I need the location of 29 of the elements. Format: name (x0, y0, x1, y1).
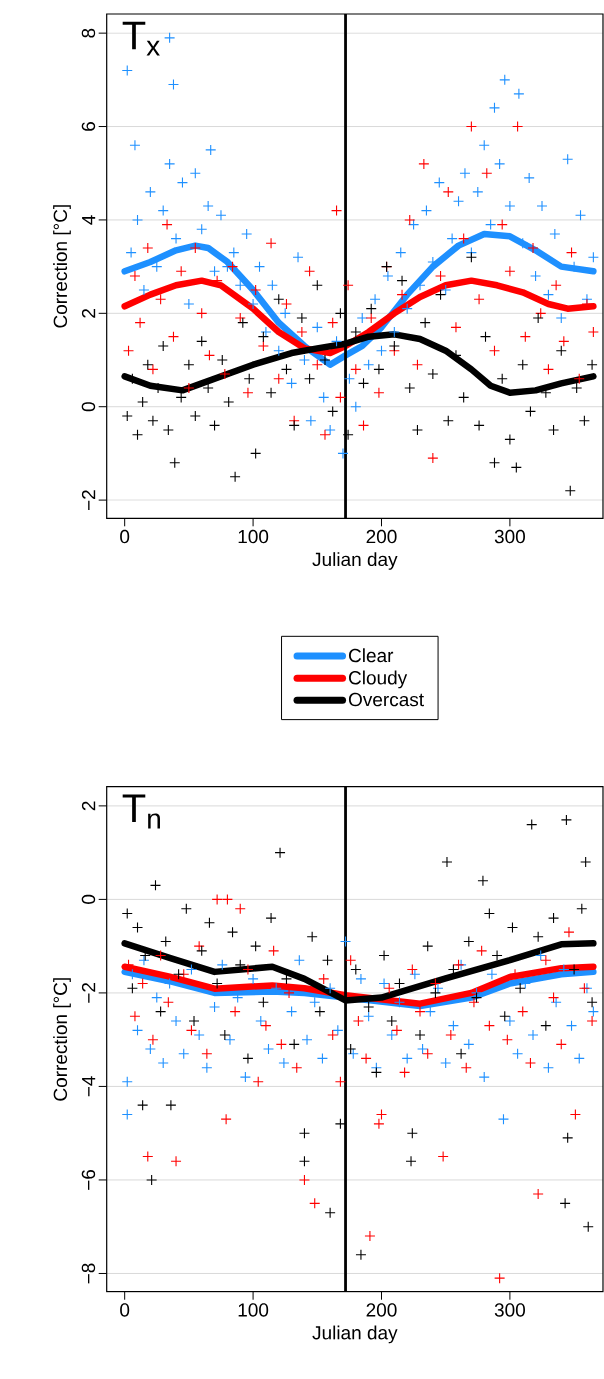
y-tick-label: 4 (82, 215, 96, 225)
x-tick-label: 300 (494, 1303, 525, 1317)
y-tick-label: −2 (81, 490, 96, 510)
x-tick-label: 100 (238, 529, 269, 544)
x-tick-label: 200 (366, 1303, 397, 1317)
legend-label: Overcast (348, 692, 424, 707)
y-tick-label: −8 (81, 1263, 96, 1284)
x-tick-label: 200 (366, 529, 397, 544)
x-axis-title: Julian day (312, 1325, 398, 1344)
x-tick-label: 0 (120, 1303, 130, 1317)
x-tick-label: 300 (494, 529, 525, 544)
y-tick-label: 8 (81, 28, 96, 38)
y-axis-title: Correction [°C] (53, 205, 71, 328)
x-tick-label: 0 (120, 529, 130, 544)
y-tick-label: 2 (81, 308, 96, 318)
y-tick-label: −4 (82, 1076, 96, 1097)
legend-label: Cloudy (349, 670, 408, 689)
y-tick-label: 0 (81, 894, 96, 904)
y-tick-label: −2 (81, 983, 96, 1003)
y-axis-title: Correction [°C] (53, 978, 71, 1101)
x-tick-label: 100 (238, 1303, 269, 1317)
chart-title: T$_{n}$ (122, 794, 160, 829)
chart-title: T$_{x}$ (122, 21, 160, 56)
y-tick-label: 2 (81, 801, 96, 811)
y-tick-label: 0 (81, 402, 96, 412)
y-tick-label: −6 (81, 1169, 96, 1190)
x-axis-title: Julian day (312, 552, 398, 570)
legend-label: Clear (349, 648, 394, 663)
y-tick-label: 6 (81, 122, 96, 131)
